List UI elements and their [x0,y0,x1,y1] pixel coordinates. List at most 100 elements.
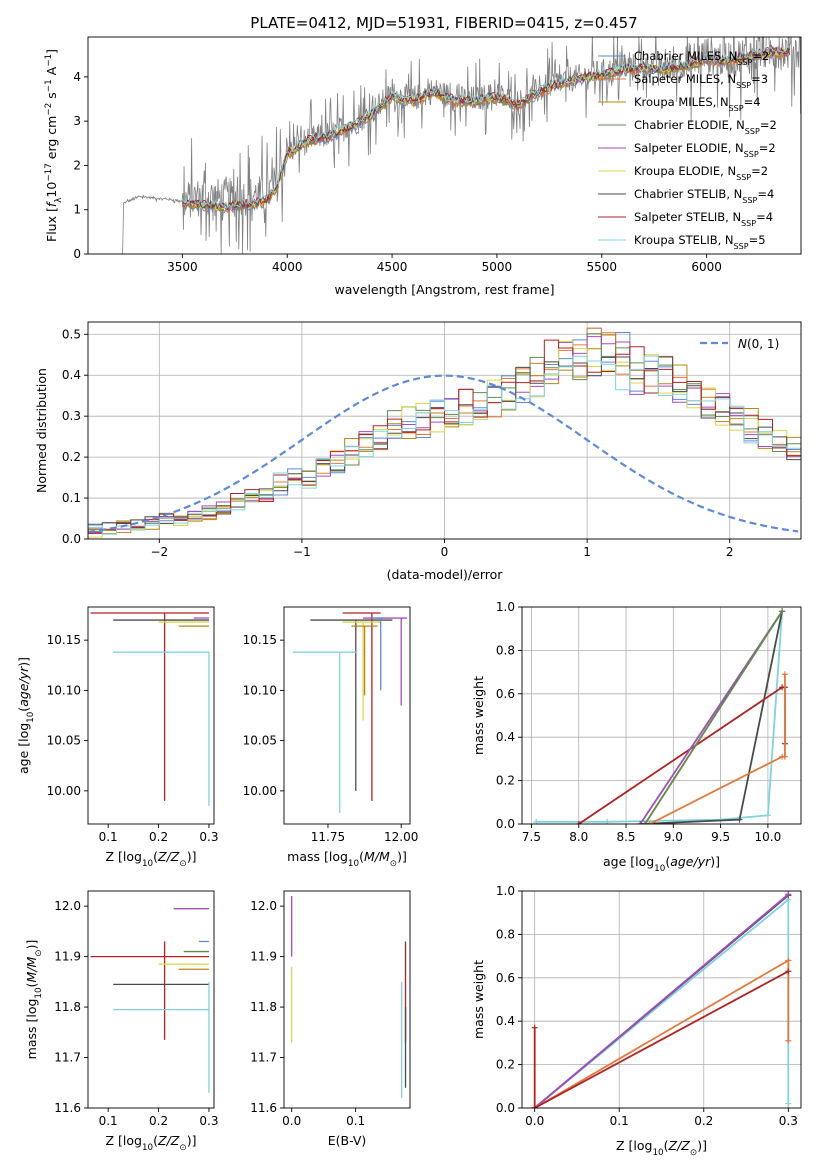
y-tick-label: 0.6 [496,971,515,985]
x-tick-label: 0.2 [694,1114,713,1128]
x-tick-label: 4000 [272,260,303,274]
y-axis-label: mass weight [471,676,486,755]
y-tick-label: 10.00 [243,784,277,798]
mass-weight-line [533,970,789,1108]
legend-entry: Kroupa ELODIE, NSSP=2 [634,164,768,182]
plot-area-spectrum [88,37,801,254]
x-axis-label: wavelength [Angstrom, rest frame] [334,282,554,297]
x-tick-label: 1 [583,545,591,559]
y-tick-label: 4 [73,70,81,84]
x-tick-label: 3500 [167,260,198,274]
y-tick-label: 11.8 [54,1000,81,1014]
axes-frame [283,606,411,825]
y-tick-label: 12.0 [54,899,81,913]
x-tick-label: 0.0 [525,1114,544,1128]
x-tick-label: 10.0 [755,830,782,844]
hist-step-kroupa-stelib [88,355,801,539]
x-tick-label: 4500 [377,260,408,274]
y-tick-label: 0.0 [496,817,515,831]
x-axis-label: age [log10(age/yr)] [603,854,720,874]
y-tick-label: 10.05 [243,734,277,748]
x-axis-label: Z [log10(Z/Z⊙)] [106,849,197,869]
x-tick-label: −1 [293,545,311,559]
axes-residual_histogram: −2 −1 0 1 2 0.0 0.1 0.2 0.3 0.4 0.5 N(0, 1) (data-mo… [34,321,802,582]
y-tick-label: 11.7 [54,1051,81,1065]
axes-frame [521,890,802,1109]
y-tick-label: 10.00 [47,784,81,798]
y-tick-label: 0.5 [62,327,81,341]
plot-area-age_vs_Z [90,612,210,806]
observed-spectrum-line [88,37,801,254]
axes-age_vs_mass: 11.75 12.00 10.00 10.05 10.10 10.15 mass [log1… [243,606,418,869]
y-tick-label: 11.8 [250,1000,277,1014]
y-tick-label: 0.0 [496,1101,515,1115]
legend-entry: Kroupa STELIB, NSSP=5 [634,233,766,251]
y-tick-label: 3 [73,114,81,128]
x-tick-label: 0.1 [346,1114,365,1128]
plot-area-mass_vs_ebv [291,896,407,1098]
x-tick-label: 0.1 [99,1114,118,1128]
x-tick-label: 9.5 [711,830,730,844]
mass-weight-line [534,893,789,1108]
x-tick-label: 0.3 [199,830,218,844]
axes-frame [87,36,802,255]
y-tick-label: 0.3 [62,409,81,423]
y-tick-label: 0.2 [496,1058,515,1072]
model-line-kroupa-stelib [181,45,790,209]
y-tick-label: 12.0 [250,899,277,913]
gaussian-curve [88,374,799,533]
x-tick-label: 8.0 [569,830,588,844]
x-tick-label: −2 [150,545,168,559]
x-axis-label: Z [log10(Z/Z⊙)] [106,1133,197,1153]
legend-entry: Chabrier STELIB, NSSP=4 [634,187,774,205]
x-tick-label: 0.1 [99,830,118,844]
axes-frame [87,606,215,825]
y-tick-label: 0.8 [496,643,515,657]
x-axis-label: Z [log10(Z/Z⊙)] [616,1138,707,1158]
x-tick-label: 12.00 [384,830,418,844]
x-axis-label: mass [log10(M/M⊙)] [287,849,407,869]
y-tick-label: 1.0 [496,884,515,898]
y-tick-label: 10.15 [243,633,277,647]
y-tick-label: 0.0 [62,532,81,546]
y-tick-label: 11.9 [54,950,81,964]
axes-massweight_vs_age: 7.5 8.0 8.5 9.0 9.5 10.0 0.0 0.2 0.4 0.6 0.8 1.0 age… [471,600,802,874]
x-tick-label: 5500 [587,260,618,274]
figure-title: PLATE=0412, MJD=51931, FIBERID=0415, z=0… [250,14,637,32]
axes-mass_vs_Z: 0.1 0.2 0.3 11.6 11.7 11.8 11.9 12.0 Z [log10(Z/… [24,890,219,1153]
y-tick-label: 1.0 [496,600,515,614]
x-tick-label: 0.2 [149,830,168,844]
y-axis-label: Flux [fλ10−17 erg cm−2 s−1 A−1] [44,49,64,242]
y-tick-label: 11.9 [250,950,277,964]
legend-entry: Chabrier ELODIE, NSSP=2 [634,118,777,136]
plot-area-massweight_vs_Z [531,891,792,1108]
legend-entry: Kroupa MILES, NSSP=4 [634,95,761,113]
y-tick-label: 11.6 [54,1101,81,1115]
x-tick-label: 0.3 [199,1114,218,1128]
mass-weight-line [578,686,786,824]
plot-area-age_vs_mass [292,612,408,813]
x-axis-label: E(B-V) [328,1133,367,1148]
y-tick-label: 0.2 [62,450,81,464]
y-tick-label: 0.4 [496,730,515,744]
axes-spectrum: 3500 4000 4500 5000 5500 6000 0 1 2 3 4 wavelength … [44,36,802,297]
y-tick-label: 0.8 [496,927,515,941]
plot-area-massweight_vs_age [533,608,788,824]
legend-entry: Salpeter STELIB, NSSP=4 [634,210,773,228]
mass-weight-line [644,610,783,824]
legend-entry: Chabrier MILES, NSSP=2 [634,49,769,67]
axes-massweight_vs_Z: 0.0 0.1 0.2 0.3 0.0 0.2 0.4 0.6 0.8 1.0 Z [log10(Z… [471,884,802,1158]
x-tick-label: 6000 [691,260,722,274]
x-tick-label: 0 [441,545,449,559]
y-axis-label: mass weight [471,960,486,1039]
x-tick-label: 8.5 [616,830,635,844]
y-axis-label: mass [log10(M/M⊙)] [24,940,44,1060]
y-tick-label: 0.4 [62,368,81,382]
x-tick-label: 0.3 [779,1114,798,1128]
x-tick-label: 11.75 [311,830,345,844]
mass-weight-line [534,958,790,1108]
y-tick-label: 0.4 [496,1014,515,1028]
y-tick-label: 0.1 [62,491,81,505]
y-tick-label: 10.10 [243,683,277,697]
